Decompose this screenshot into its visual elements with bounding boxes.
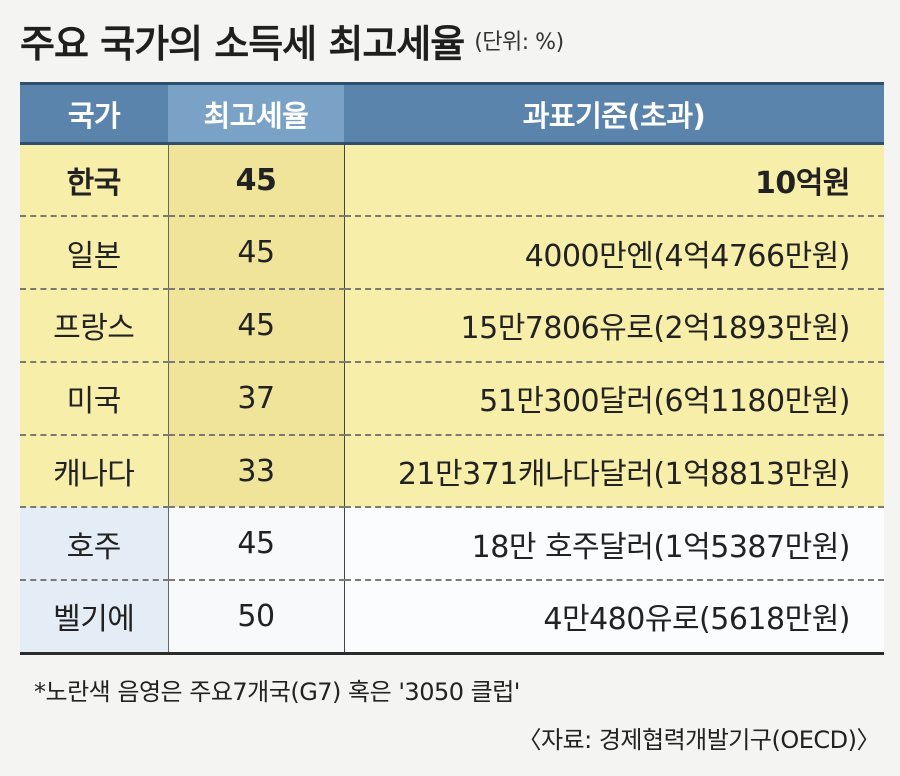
rate-cell: 45: [168, 289, 345, 363]
country-cell: 일본: [20, 216, 169, 291]
base-cell: 4만480유로(5618만원): [344, 580, 884, 655]
base-cell: 4000만엔(4억4766만원): [344, 216, 884, 291]
unit-label: (단위: %): [474, 30, 564, 55]
rate-cell: 45: [168, 143, 345, 218]
table-row: 캐나다 33 21만371캐나다달러(1억8813만원): [20, 434, 884, 509]
tax-rate-table: 국가 최고세율 과표기준(초과) 한국 45 10억원 일본 45 4000만엔(4억47…: [20, 82, 884, 655]
country-cell: 프랑스: [20, 289, 169, 363]
header-country: 국가: [20, 82, 168, 145]
table-header-row: 국가 최고세율 과표기준(초과): [20, 82, 884, 145]
source-note: 〈자료: 경제협력개발기구(OECD)〉: [517, 726, 880, 754]
chart-title: 주요 국가의 소득세 최고세율: [20, 21, 465, 66]
title-row: 주요 국가의 소득세 최고세율 (단위: %): [20, 2, 564, 78]
rate-cell: 45: [168, 216, 345, 291]
header-rate: 최고세율: [168, 82, 344, 145]
country-cell: 벨기에: [20, 580, 169, 655]
rate-cell: 45: [168, 507, 345, 582]
table-row: 일본 45 4000만엔(4억4766만원): [20, 216, 884, 291]
country-cell: 호주: [20, 507, 169, 582]
table-row: 프랑스 45 15만7806유로(2억1893만원): [20, 289, 884, 363]
base-cell: 51만300달러(6억1180만원): [344, 361, 884, 436]
base-cell: 10억원: [344, 143, 884, 218]
base-cell: 21만371캐나다달러(1억8813만원): [344, 434, 884, 509]
rate-cell: 33: [168, 434, 345, 509]
rate-cell: 50: [168, 580, 345, 655]
base-cell: 15만7806유로(2억1893만원): [344, 289, 884, 363]
base-cell: 18만 호주달러(1억5387만원): [344, 507, 884, 582]
country-cell: 미국: [20, 361, 169, 436]
footnote: *노란색 음영은 주요7개국(G7) 혹은 '3050 클럽': [34, 678, 520, 706]
country-cell: 한국: [20, 143, 169, 218]
table-row: 벨기에 50 4만480유로(5618만원): [20, 580, 884, 655]
table-row: 미국 37 51만300달러(6억1180만원): [20, 361, 884, 436]
header-base: 과표기준(초과): [344, 82, 884, 145]
table-row: 호주 45 18만 호주달러(1억5387만원): [20, 507, 884, 582]
table-row: 한국 45 10억원: [20, 143, 884, 218]
country-cell: 캐나다: [20, 434, 169, 509]
rate-cell: 37: [168, 361, 345, 436]
